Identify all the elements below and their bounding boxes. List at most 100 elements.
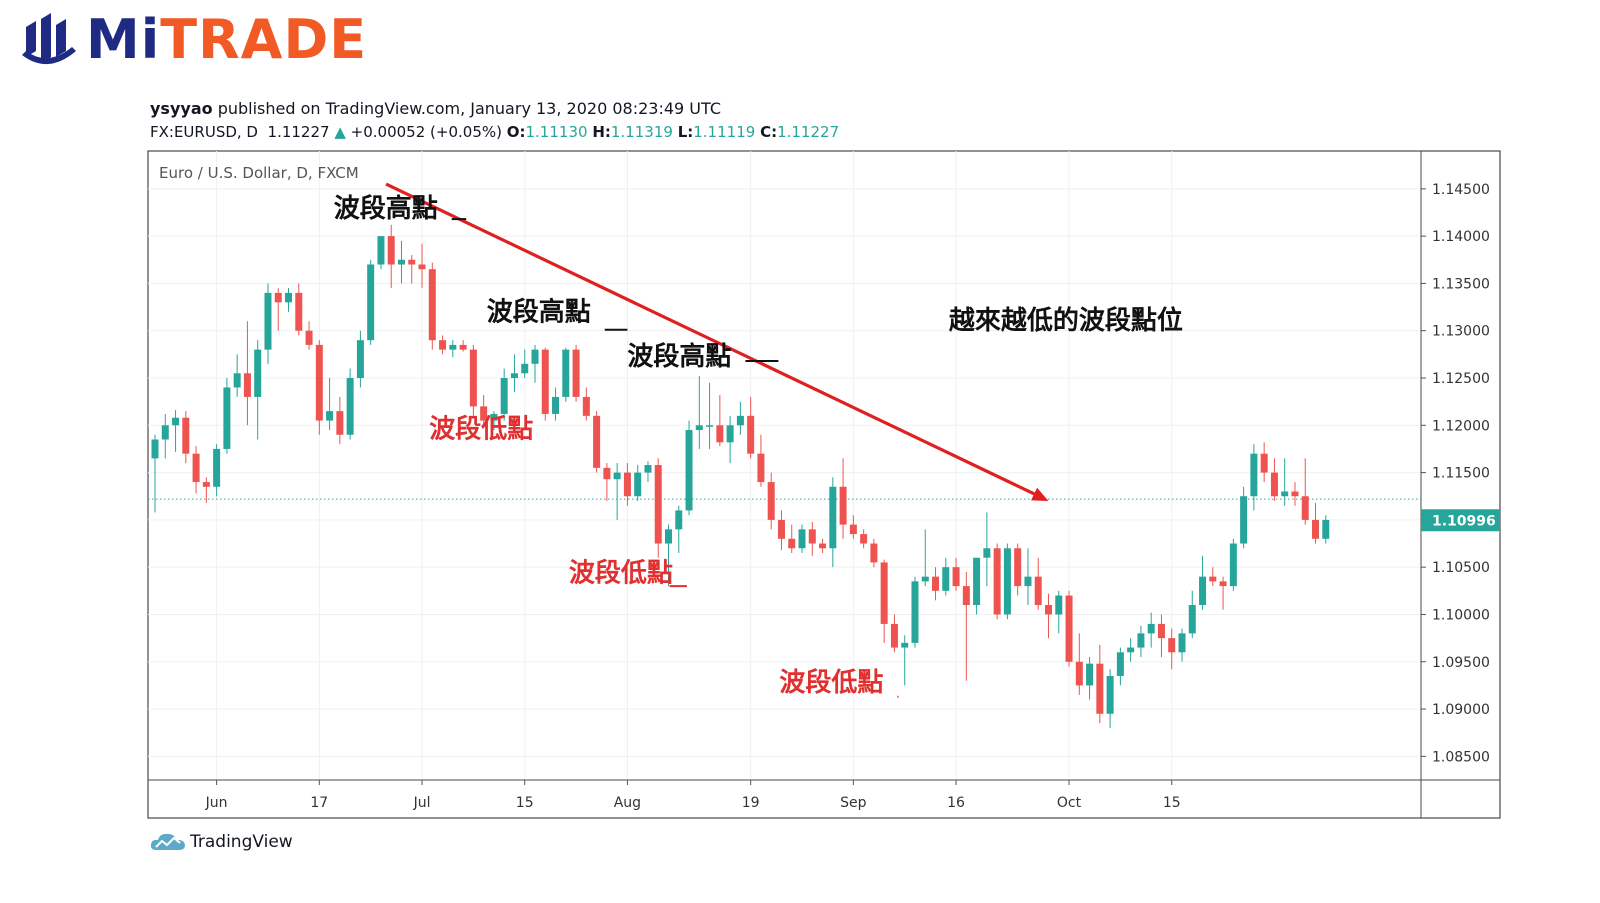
candle-body [1116,652,1124,676]
candle-body [1209,576,1217,582]
candle-body [428,269,436,341]
tradingview-brand[interactable]: TradingView [190,832,293,852]
candle-body [1157,623,1165,639]
candle-body [767,482,775,520]
logo-text-trade: TRADE [160,8,368,71]
candle-body [449,344,457,350]
current-price-label: 1.10996 [1432,513,1496,529]
candle-body [469,349,477,407]
candle-body [1065,595,1073,662]
candle-body [500,378,508,414]
candle-body [531,349,539,364]
candle-body [736,415,744,426]
mitrade-logo: MiTRADE [20,8,367,72]
candle-body [1250,453,1258,497]
candle-body [1137,633,1145,648]
candle-body [1301,496,1309,520]
candle-body [274,292,282,303]
candle-body [962,586,970,606]
candle-body [860,534,868,544]
candle-body [1168,638,1176,653]
candle-body [973,557,981,606]
annotation-label: 越來越低的波段點位 [949,305,1183,336]
candle-body [623,472,631,497]
candle-body [654,465,662,544]
up-arrow-icon: ▲ [334,123,346,141]
candle-body [716,425,724,443]
candle-body [305,330,313,345]
open-value: 1.11130 [525,123,588,141]
y-tick-label: 1.13500 [1432,276,1490,292]
candle-body [1106,675,1114,714]
publish-text: published on TradingView.com, January 13… [212,99,721,118]
candle-body [685,430,693,511]
candle-body [418,264,426,270]
symbol-ticker: FX:EURUSD, D [150,123,258,141]
candle-body [942,567,950,591]
tradingview-cloud-icon [150,833,185,850]
candle-body [552,396,560,414]
candle-body [1312,519,1320,539]
candle-body [254,349,262,397]
high-value: 1.11319 [610,123,673,141]
y-tick-label: 1.12000 [1432,418,1490,434]
candle-body [1055,595,1063,615]
annotation-label: 波段低點 [429,414,533,445]
low-label: L: [677,123,694,141]
candle-body [1024,576,1032,587]
candle-body [233,373,241,388]
symbol-close: 1.11227 [267,123,330,141]
close-label: C: [760,123,778,141]
x-tick-label: Jun [205,795,228,811]
candle-body [295,292,303,331]
candle-body [346,378,354,435]
candle-body [952,567,960,587]
chart-frame [147,150,1501,819]
candle-body [1322,519,1330,539]
y-tick-label: 1.09000 [1432,702,1490,718]
candle-body [1096,663,1104,714]
logo-text-mi: Mi [86,8,161,71]
candle-body [993,548,1001,615]
candle-body [541,349,549,414]
candle-body [1260,453,1268,473]
candle-body [788,538,796,549]
candle-body [182,417,190,454]
candle-body [397,259,405,265]
candle-body [1188,605,1196,634]
annotation-label: 波段高點 [627,341,731,372]
candle-body [921,576,929,582]
candle-body [161,425,169,440]
x-tick-label: Aug [614,795,641,811]
candle-body [1281,491,1289,497]
current-price-tag [1421,509,1500,532]
candle-body [223,387,231,449]
y-tick-label: 1.14500 [1432,182,1490,198]
candle-body [798,529,806,549]
candle-body [1086,663,1094,686]
symbol-line: FX:EURUSD, D 1.11227 ▲ +0.00052 (+0.05%)… [150,123,839,141]
author-name[interactable]: ysyyao [150,99,213,118]
open-label: O: [506,123,526,141]
candle-body [1229,543,1237,587]
annotation-label: 波段低點 [569,557,673,588]
x-tick-label: 15 [516,795,534,811]
y-tick-label: 1.13000 [1432,324,1490,340]
candle-body [777,519,785,539]
candle-body [829,486,837,549]
candle-body [582,396,590,416]
y-tick-label: 1.08500 [1432,749,1490,765]
annotation-label: 波段高點 [487,296,591,327]
tradingview-footer: TradingView [150,830,293,854]
candle-body [1178,633,1186,653]
candle-body [377,236,385,265]
candle-body [983,548,991,558]
candle-body [387,236,395,265]
candle-body [243,373,251,397]
candle-body [808,529,816,544]
candle-body [870,543,878,563]
candle-body [367,264,375,341]
candle-body [521,363,529,374]
